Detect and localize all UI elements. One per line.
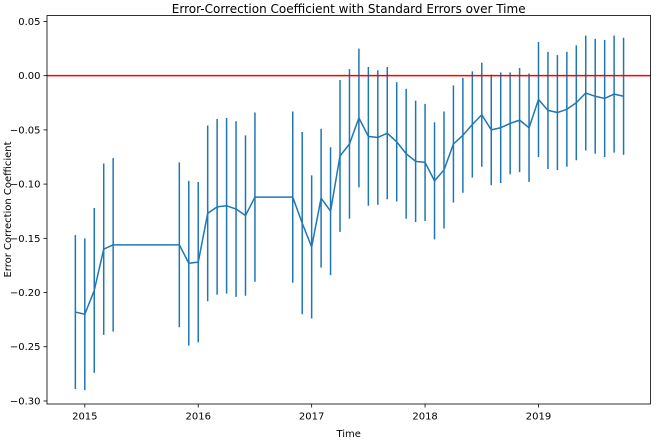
series-line (75, 92, 624, 315)
chart-title: Error-Correction Coefficient with Standa… (172, 2, 526, 16)
y-tick-label: 0.05 (18, 17, 40, 28)
y-tick-label: −0.15 (10, 234, 41, 245)
y-tick-label: 0.00 (18, 71, 40, 82)
x-tick-label: 2019 (526, 412, 551, 423)
axes-frame (46, 15, 651, 405)
y-tick-label: −0.10 (10, 180, 41, 191)
y-axis-label: Error Correction Coefficient (3, 141, 14, 277)
y-tick-label: −0.30 (10, 396, 41, 407)
x-axis-label: Time (335, 429, 360, 440)
x-tick-label: 2017 (299, 412, 324, 423)
x-tick-label: 2016 (186, 412, 211, 423)
plot-area: 0.05 0.00 −0.05 −0.10 −0.15 −0.20 −0.25 −0.30 20… (10, 15, 651, 423)
x-tick-label: 2018 (412, 412, 437, 423)
y-tick-label: −0.20 (10, 288, 41, 299)
x-tick-label: 2015 (72, 412, 97, 423)
y-tick-label: −0.25 (10, 342, 41, 353)
y-tick-label: −0.05 (10, 125, 41, 136)
